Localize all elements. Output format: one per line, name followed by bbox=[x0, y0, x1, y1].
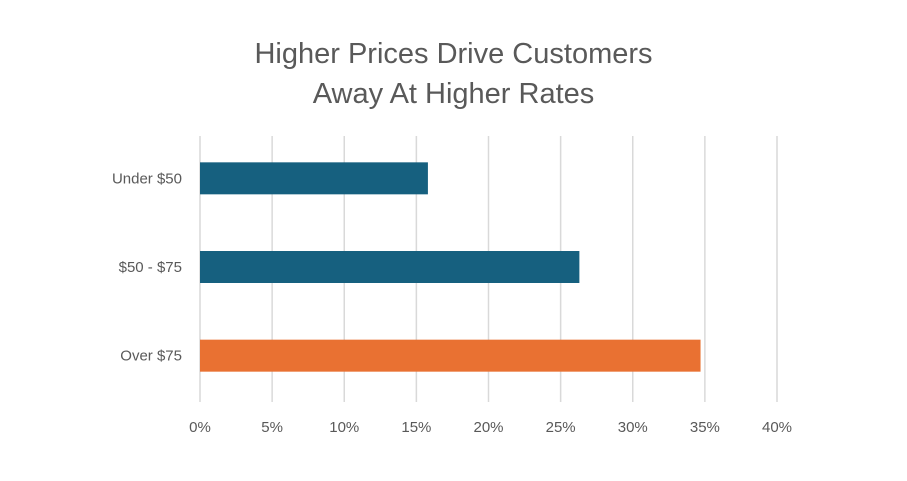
x-tick-label-4: 20% bbox=[473, 419, 503, 436]
chart-title: Higher Prices Drive Customers Away At Hi… bbox=[0, 34, 907, 114]
x-tick-label-0: 0% bbox=[189, 419, 211, 436]
category-label-1: $50 - $75 bbox=[119, 259, 182, 276]
category-label-0: Under $50 bbox=[112, 170, 182, 187]
x-tick-label-7: 35% bbox=[690, 419, 720, 436]
x-tick-label-8: 40% bbox=[762, 419, 792, 436]
bar-1 bbox=[200, 251, 580, 283]
x-tick-label-2: 10% bbox=[329, 419, 359, 436]
x-tick-label-3: 15% bbox=[401, 419, 431, 436]
bar-0 bbox=[200, 162, 428, 195]
category-label-2: Over $75 bbox=[120, 348, 182, 365]
chart-title-line-1: Higher Prices Drive Customers bbox=[254, 38, 653, 70]
x-tick-label-1: 5% bbox=[261, 419, 283, 436]
bar-2 bbox=[200, 339, 701, 372]
chart-title-line-2: Away At Higher Rates bbox=[312, 78, 595, 110]
x-tick-label-6: 30% bbox=[618, 419, 648, 436]
x-tick-label-5: 25% bbox=[546, 419, 576, 436]
